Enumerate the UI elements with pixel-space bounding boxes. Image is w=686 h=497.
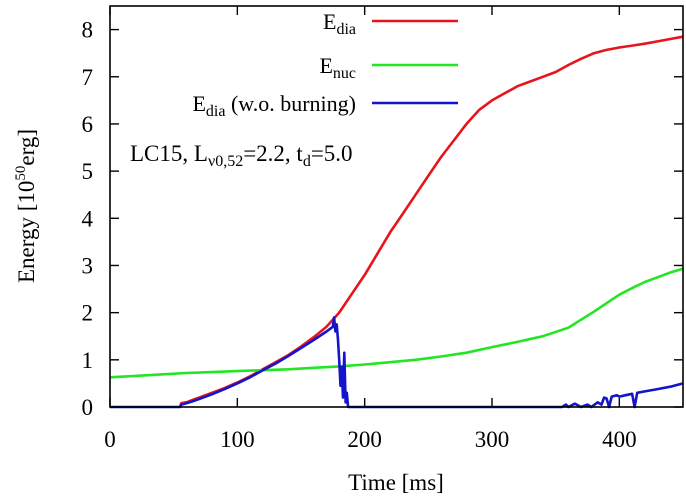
plot-lines	[109, 35, 684, 409]
annotation-t-value: =5.0	[311, 141, 353, 166]
legend-label-main: E	[323, 9, 336, 34]
x-tick-label: 200	[347, 427, 382, 452]
y-axis-title-exponent: 50	[13, 166, 29, 181]
model-annotation: LC15, Lν0,52=2.2, td=5.0	[130, 141, 353, 170]
y-axis-title-prefix: Energy [10	[14, 181, 39, 283]
legend-label-e-dia-w-o-burning: Edia (w.o. burning)	[192, 91, 356, 120]
x-tick-label: 0	[104, 427, 116, 452]
y-tick-label: 5	[82, 159, 94, 184]
plot-frame	[109, 5, 684, 408]
legend-label-main: E	[319, 53, 332, 78]
x-tick-label: 400	[602, 427, 637, 452]
y-tick-label: 3	[82, 253, 94, 278]
series-line-e-nuc	[109, 267, 684, 379]
legend-label-main: E	[192, 91, 205, 116]
legend-label-sub: dia	[206, 103, 226, 120]
ticks	[109, 6, 683, 408]
annotation-lum-sub: ν0,52	[208, 153, 243, 170]
y-tick-label: 1	[82, 348, 94, 373]
y-tick-label: 4	[82, 206, 94, 231]
legend-label-sub: dia	[336, 21, 356, 38]
tick-labels: 0 100 200 300 400 0 1 2 3 4 5 6 7 8	[82, 18, 637, 452]
series-line-e-dia-w-o-burning	[110, 316, 684, 409]
y-tick-label: 7	[82, 65, 94, 90]
legend-label-sub: nuc	[333, 65, 356, 82]
legend-label-suffix: (w.o. burning)	[225, 91, 356, 116]
y-tick-label: 8	[82, 18, 94, 43]
x-tick-label: 300	[475, 427, 510, 452]
annotation-model: LC15, L	[130, 141, 208, 166]
annotation-lum-value: =2.2, t	[243, 141, 303, 166]
x-tick-label: 100	[220, 427, 255, 452]
y-tick-label: 0	[82, 395, 94, 420]
legend-label-e-dia: Edia	[323, 9, 356, 38]
x-axis-title: Time [ms]	[348, 470, 444, 495]
y-tick-label: 6	[82, 112, 94, 137]
y-axis-title: Energy [1050erg]	[13, 129, 39, 283]
annotation-t-sub: d	[303, 153, 311, 170]
y-tick-label: 2	[82, 301, 94, 326]
y-axis-title-suffix: erg]	[14, 129, 39, 166]
legend-label-e-nuc: Enuc	[319, 53, 356, 82]
